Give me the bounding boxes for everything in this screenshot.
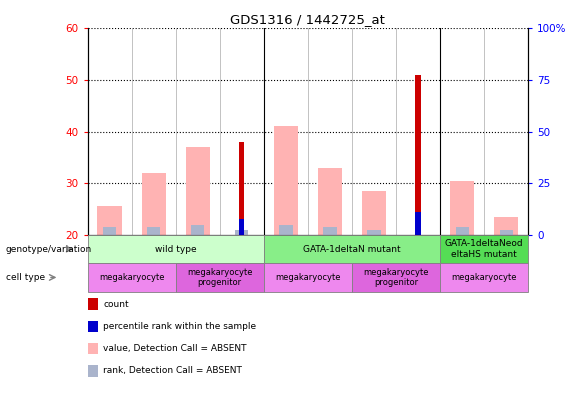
- Bar: [499, 230, 513, 235]
- Bar: [98, 207, 121, 235]
- Bar: [142, 173, 166, 235]
- Text: GATA-1deltaN mutant: GATA-1deltaN mutant: [303, 245, 401, 254]
- Bar: [455, 227, 469, 235]
- Text: genotype/variation: genotype/variation: [6, 245, 92, 254]
- Bar: [279, 224, 293, 235]
- Bar: [176, 263, 264, 292]
- Text: megakaryocyte
progenitor: megakaryocyte progenitor: [187, 268, 253, 287]
- Bar: [147, 227, 160, 235]
- Bar: [88, 321, 98, 332]
- Text: GATA-1deltaNeod
eltaHS mutant: GATA-1deltaNeod eltaHS mutant: [445, 239, 524, 259]
- Bar: [88, 263, 176, 292]
- Text: value, Detection Call = ABSENT: value, Detection Call = ABSENT: [103, 344, 247, 353]
- Bar: [239, 220, 245, 235]
- Text: percentile rank within the sample: percentile rank within the sample: [103, 322, 257, 331]
- Bar: [415, 75, 421, 235]
- Text: wild type: wild type: [155, 245, 197, 254]
- Bar: [239, 142, 245, 235]
- Bar: [367, 230, 381, 235]
- Bar: [450, 181, 474, 235]
- Bar: [362, 191, 386, 235]
- Bar: [440, 235, 528, 263]
- Title: GDS1316 / 1442725_at: GDS1316 / 1442725_at: [231, 13, 385, 26]
- Bar: [88, 365, 98, 377]
- Text: cell type: cell type: [6, 273, 45, 282]
- Bar: [318, 168, 342, 235]
- Bar: [494, 217, 518, 235]
- Bar: [264, 263, 352, 292]
- Bar: [88, 343, 98, 354]
- Bar: [264, 235, 440, 263]
- Bar: [274, 126, 298, 235]
- Bar: [186, 147, 210, 235]
- Text: megakaryocyte: megakaryocyte: [99, 273, 164, 282]
- Bar: [323, 227, 337, 235]
- Text: megakaryocyte: megakaryocyte: [451, 273, 517, 282]
- Text: count: count: [103, 300, 129, 309]
- Bar: [352, 263, 440, 292]
- Text: rank, Detection Call = ABSENT: rank, Detection Call = ABSENT: [103, 367, 242, 375]
- Bar: [415, 212, 421, 235]
- Bar: [88, 235, 264, 263]
- Text: megakaryocyte
progenitor: megakaryocyte progenitor: [363, 268, 429, 287]
- Bar: [235, 230, 249, 235]
- Bar: [191, 224, 205, 235]
- Bar: [88, 298, 98, 310]
- Bar: [440, 263, 528, 292]
- Text: megakaryocyte: megakaryocyte: [275, 273, 341, 282]
- Bar: [103, 227, 116, 235]
